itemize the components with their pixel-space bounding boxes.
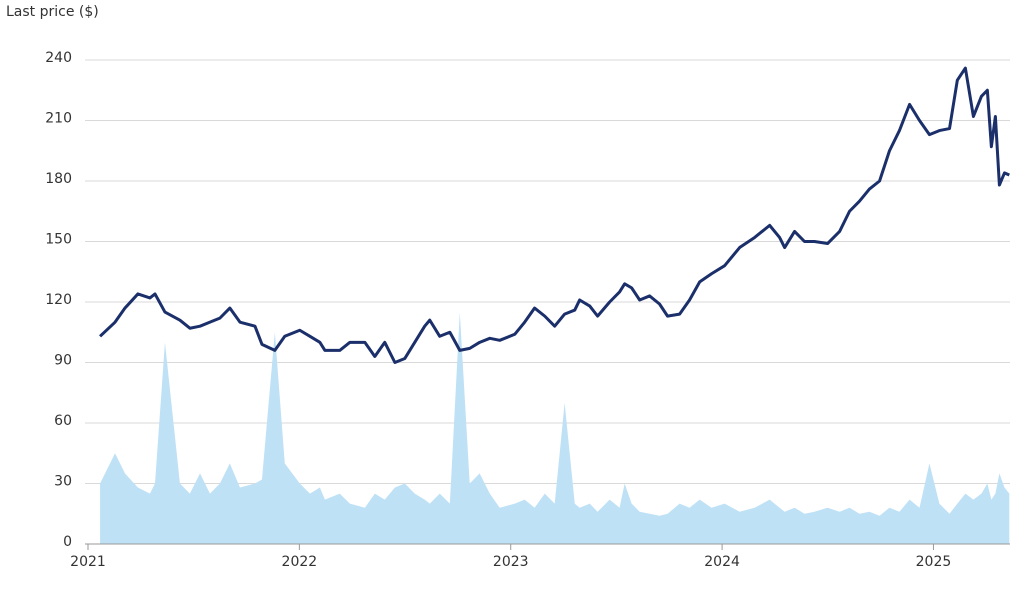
price-line: [99, 66, 1010, 364]
y-tick-label: 90: [54, 353, 72, 369]
x-tick-label: 2025: [916, 554, 952, 570]
y-tick-label: 210: [45, 111, 72, 127]
y-tick-label: 240: [45, 50, 72, 66]
y-tick-label: 150: [45, 232, 72, 248]
y-tick-label: 30: [54, 474, 72, 490]
chart-title: Last price ($): [6, 4, 99, 20]
x-tick-label: 2024: [704, 554, 740, 570]
y-tick-label: 60: [54, 413, 72, 429]
y-tick-label: 180: [45, 171, 72, 187]
y-tick-label: 0: [63, 534, 72, 550]
x-tick-label: 2023: [493, 554, 529, 570]
volume-area: [100, 312, 1010, 544]
x-tick-label: 2022: [282, 554, 318, 570]
x-tick-label: 2021: [70, 554, 106, 570]
y-tick-label: 120: [45, 292, 72, 308]
